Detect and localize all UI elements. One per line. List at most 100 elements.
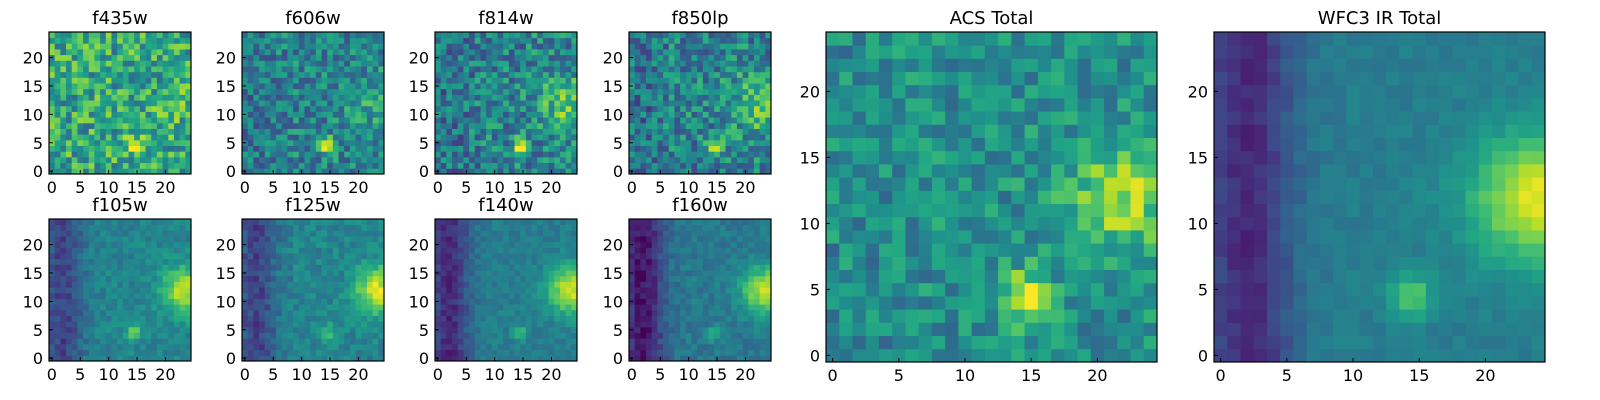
pixel xyxy=(179,224,186,231)
pixel xyxy=(554,326,561,333)
pixel xyxy=(253,253,260,260)
pixel xyxy=(474,60,481,67)
pixel xyxy=(281,128,288,135)
pixel xyxy=(725,343,732,351)
pixel xyxy=(537,315,544,322)
pixel xyxy=(327,83,334,90)
pixel xyxy=(508,83,515,90)
pixel xyxy=(719,139,726,146)
pixel xyxy=(736,304,743,311)
pixel xyxy=(674,105,681,112)
pixel xyxy=(94,281,101,288)
pixel xyxy=(469,37,476,44)
pixel xyxy=(497,168,504,175)
pixel xyxy=(491,247,498,254)
pixel xyxy=(105,309,112,316)
pixel xyxy=(469,145,476,152)
pixel xyxy=(525,117,532,124)
pixel xyxy=(77,100,84,107)
pixel xyxy=(680,162,687,169)
pixel xyxy=(310,298,317,305)
pixel xyxy=(281,100,288,107)
pixel xyxy=(565,77,572,84)
pixel xyxy=(503,54,510,61)
pixel xyxy=(520,270,527,277)
pixel xyxy=(247,105,254,112)
pixel xyxy=(736,139,743,146)
pixel xyxy=(565,230,572,237)
pixel xyxy=(259,117,266,124)
pixel xyxy=(725,105,732,112)
pixel xyxy=(111,241,118,248)
pixel xyxy=(680,332,687,339)
pixel xyxy=(372,32,379,39)
pixel xyxy=(179,304,186,311)
pixel xyxy=(435,304,442,311)
pixel xyxy=(463,77,470,84)
pixel xyxy=(491,151,498,158)
pixel xyxy=(474,230,481,237)
pixel xyxy=(168,43,175,50)
pixel xyxy=(565,60,572,67)
pixel xyxy=(731,287,738,294)
pixel xyxy=(310,162,317,169)
pixel xyxy=(531,355,538,362)
pixel xyxy=(691,287,698,294)
pixel xyxy=(463,66,470,73)
pixel xyxy=(105,236,112,243)
pixel xyxy=(548,332,555,339)
pixel xyxy=(162,37,169,44)
pixel xyxy=(338,275,345,282)
pixel xyxy=(571,343,578,351)
pixel xyxy=(668,105,675,112)
pixel xyxy=(525,77,532,84)
pixel xyxy=(276,349,283,356)
pixel xyxy=(457,156,464,164)
pixel xyxy=(71,292,78,299)
pixel xyxy=(168,88,175,95)
pixel xyxy=(173,219,181,226)
pixel xyxy=(691,134,698,141)
pixel xyxy=(128,88,135,95)
pixel xyxy=(134,100,141,107)
pixel xyxy=(327,66,334,73)
pixel xyxy=(122,253,129,260)
pixel xyxy=(105,83,112,90)
pixel xyxy=(759,139,766,146)
pixel xyxy=(640,49,647,56)
pixel xyxy=(559,247,567,254)
pixel xyxy=(332,338,339,345)
pixel xyxy=(128,241,135,248)
pixel xyxy=(264,83,271,90)
pixel xyxy=(361,298,368,305)
pixel xyxy=(162,77,169,84)
pixel xyxy=(697,349,704,356)
pixel xyxy=(548,253,555,260)
pixel xyxy=(520,326,527,333)
pixel xyxy=(378,88,385,95)
pixel xyxy=(111,247,118,254)
pixel xyxy=(83,253,90,260)
pixel xyxy=(66,321,73,328)
pixel xyxy=(486,281,493,288)
pixel xyxy=(134,304,141,311)
pixel xyxy=(94,94,101,101)
pixel xyxy=(162,128,169,135)
pixel xyxy=(366,326,374,333)
pixel xyxy=(440,139,447,146)
pixel xyxy=(697,156,704,164)
pixel xyxy=(128,287,135,294)
pixel xyxy=(338,253,345,260)
pixel xyxy=(310,105,317,112)
pixel xyxy=(327,343,334,351)
pixel xyxy=(520,111,527,118)
pixel xyxy=(759,43,766,50)
pixel xyxy=(731,349,738,356)
pixel xyxy=(321,83,328,90)
pixel xyxy=(565,281,572,288)
pixel xyxy=(361,270,368,277)
pixel xyxy=(366,145,374,152)
pixel xyxy=(725,281,732,288)
pixel xyxy=(293,298,300,305)
